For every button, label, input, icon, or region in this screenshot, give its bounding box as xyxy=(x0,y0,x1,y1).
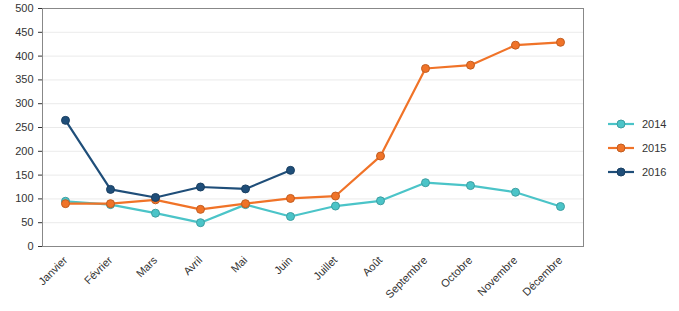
svg-text:Janvier: Janvier xyxy=(36,254,70,288)
svg-text:Septembre: Septembre xyxy=(383,254,430,301)
svg-text:0: 0 xyxy=(27,240,33,252)
svg-text:Février: Février xyxy=(82,254,115,287)
svg-text:450: 450 xyxy=(15,26,33,38)
svg-text:Novembre: Novembre xyxy=(475,254,519,298)
svg-text:150: 150 xyxy=(15,169,33,181)
svg-text:Octobre: Octobre xyxy=(438,254,474,290)
html-text:2016: 2016 xyxy=(642,166,667,178)
svg-text:500: 500 xyxy=(15,2,33,14)
svg-text:Mars: Mars xyxy=(134,253,160,279)
svg-text:250: 250 xyxy=(15,121,33,133)
svg-text:350: 350 xyxy=(15,73,33,85)
svg-text:Juillet: Juillet xyxy=(311,254,339,282)
svg-text:Avril: Avril xyxy=(181,254,204,277)
svg-text:Juin: Juin xyxy=(272,254,295,277)
html-text:2014: 2014 xyxy=(642,118,667,130)
html-text:2015: 2015 xyxy=(642,142,667,154)
svg-text:200: 200 xyxy=(15,145,33,157)
svg-text:300: 300 xyxy=(15,97,33,109)
svg-text:400: 400 xyxy=(15,50,33,62)
svg-text:50: 50 xyxy=(21,216,33,228)
svg-text:Décembre: Décembre xyxy=(520,254,564,298)
svg-text:Mai: Mai xyxy=(228,254,249,275)
svg-text:Août: Août xyxy=(360,254,384,278)
svg-text:100: 100 xyxy=(15,192,33,204)
